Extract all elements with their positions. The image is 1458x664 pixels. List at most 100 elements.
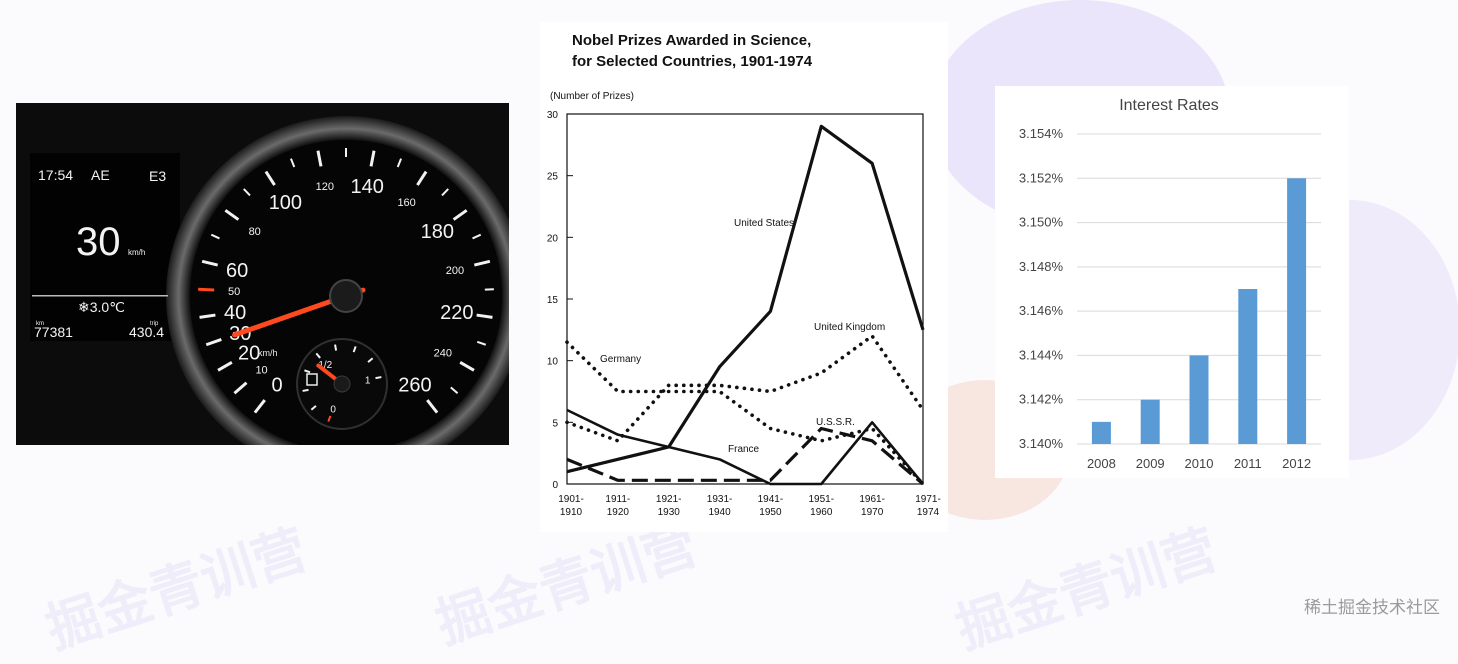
- x-tick-label: 1910: [560, 507, 583, 518]
- series-label-germany: Germany: [600, 354, 641, 365]
- y-tick-label: 3.154%: [1019, 126, 1064, 141]
- x-tick-label: 1930: [658, 507, 681, 518]
- x-tick-label: 1931-: [707, 494, 733, 505]
- gauge-label: 40: [224, 302, 246, 324]
- gauge-label: 100: [269, 192, 302, 214]
- x-tick-label: 1974: [917, 507, 940, 518]
- x-tick-label: 1920: [607, 507, 630, 518]
- interest-chart: Interest Rates 3.140%3.142%3.144%3.146%3…: [995, 86, 1349, 478]
- x-tick-label: 2008: [1087, 456, 1116, 471]
- nobel-chart-panel: Nobel Prizes Awarded in Science, for Sel…: [540, 22, 948, 532]
- series-line-united-states: [567, 126, 923, 471]
- gauge-label: 200: [446, 265, 464, 277]
- gauge-label: 10: [255, 365, 267, 377]
- x-tick-label: 1951-: [808, 494, 834, 505]
- interest-chart-panel: Interest Rates 3.140%3.142%3.144%3.146%3…: [995, 86, 1349, 478]
- fuel-label: 1: [365, 375, 371, 386]
- watermark-brand: 掘金青训营: [34, 505, 315, 664]
- outside-temperature: ❄3.0℃: [78, 299, 125, 315]
- x-tick-label: 2012: [1282, 456, 1311, 471]
- y-tick-label: 3.152%: [1019, 170, 1064, 185]
- gauge-label: 120: [316, 181, 334, 193]
- chart-title: Interest Rates: [1119, 97, 1219, 114]
- chart-subtitle: for Selected Countries, 1901-1974: [572, 53, 813, 70]
- x-tick-label: 1911-: [605, 494, 630, 505]
- dashboard-photo: 0102030405060801001201401601802002202402…: [16, 103, 509, 445]
- y-tick-label: 3.144%: [1019, 347, 1064, 362]
- y-axis-label: (Number of Prizes): [550, 91, 634, 102]
- bar-2010: [1190, 355, 1209, 444]
- series-label-united-states: United States: [734, 218, 794, 229]
- x-tick-label: 1960: [810, 507, 833, 518]
- x-tick-label: 1950: [759, 507, 782, 518]
- gear-indicator: E3: [149, 168, 166, 184]
- gauge-label: 140: [351, 176, 384, 198]
- y-tick-label: 5: [552, 418, 558, 429]
- y-tick-label: 10: [547, 357, 559, 368]
- series-lines: [567, 126, 923, 484]
- x-tick-label: 1971-: [915, 494, 941, 505]
- gauge-label: 0: [271, 374, 282, 396]
- x-tick-label: 1901-: [558, 494, 584, 505]
- y-tick-label: 0: [552, 480, 558, 491]
- chart-title: Nobel Prizes Awarded in Science,: [572, 32, 811, 49]
- digital-speed-unit: km/h: [128, 248, 145, 257]
- gauge-label: 60: [226, 260, 248, 282]
- x-axis-ticks: 2008 2009 2010 2011 2012: [1087, 456, 1311, 471]
- y-tick-label: 3.146%: [1019, 303, 1064, 318]
- x-tick-label: 1970: [861, 507, 884, 518]
- gauge-label: 20: [238, 342, 260, 364]
- gauge-label: 80: [249, 226, 261, 238]
- x-tick-label: 1940: [708, 507, 731, 518]
- display-divider: [32, 295, 168, 297]
- gauge-label: 260: [398, 374, 431, 396]
- x-tick-label: 2011: [1234, 456, 1262, 471]
- nobel-chart: Nobel Prizes Awarded in Science, for Sel…: [540, 22, 948, 532]
- speed-needle-hub: [330, 280, 362, 312]
- gauge-label: 240: [434, 347, 452, 359]
- gauge-label: 220: [440, 302, 473, 324]
- bar-2012: [1287, 178, 1306, 444]
- trip-value: 430.4: [129, 324, 164, 340]
- y-tick-label: 3.140%: [1019, 436, 1064, 451]
- bar-2008: [1092, 422, 1111, 444]
- fuel-tick: [335, 345, 336, 351]
- gauge-unit-label: km/h: [258, 348, 278, 358]
- x-tick-label: 1921-: [656, 494, 682, 505]
- series-label-france: France: [728, 444, 760, 455]
- watermark-brand: 掘金青训营: [944, 505, 1225, 664]
- drive-mode: AE: [91, 167, 110, 183]
- gauge-label: 180: [421, 221, 454, 243]
- y-tick-label: 20: [547, 233, 559, 244]
- series-label-ussr: U.S.S.R.: [816, 417, 855, 428]
- site-watermark: 稀土掘金技术社区: [1304, 593, 1440, 618]
- plot-frame: [567, 114, 923, 484]
- odometer-value: 77381: [34, 324, 73, 340]
- digital-speed: 30: [76, 220, 121, 264]
- y-tick-label: 3.148%: [1019, 259, 1064, 274]
- gauge-label: 50: [228, 286, 240, 298]
- x-tick-label: 2010: [1185, 456, 1214, 471]
- y-tick-label: 3.150%: [1019, 215, 1064, 230]
- gauge-tick: [198, 289, 214, 290]
- y-tick-label: 30: [547, 110, 559, 121]
- x-tick-label: 1961-: [859, 494, 885, 505]
- series-label-united-kingdom: United Kingdom: [814, 322, 885, 333]
- x-axis-ticks: 1901- 1910 1911- 1920 1921- 1930 1931- 1940 1941…: [558, 494, 941, 518]
- x-tick-label: 1941-: [758, 494, 784, 505]
- gauge-label: 160: [397, 197, 415, 209]
- fuel-needle-hub: [334, 376, 350, 392]
- series-line-u-s-s-r: [567, 429, 923, 485]
- bar-2009: [1141, 400, 1160, 444]
- y-tick-label: 25: [547, 172, 559, 183]
- y-axis-ticks: 3.140% 3.142% 3.144% 3.146% 3.148% 3.150% 3.15…: [1019, 126, 1064, 451]
- fuel-tick: [375, 377, 381, 378]
- clock-time: 17:54: [38, 167, 73, 183]
- y-axis-ticks: 0 5 10 15 20 25 30: [547, 110, 573, 491]
- dashboard-svg: 0102030405060801001201401601802002202402…: [16, 103, 509, 445]
- fuel-label: 0: [330, 404, 336, 415]
- x-tick-label: 2009: [1136, 456, 1165, 471]
- bar-2011: [1238, 289, 1257, 444]
- y-tick-label: 15: [547, 295, 559, 306]
- y-tick-label: 3.142%: [1019, 392, 1064, 407]
